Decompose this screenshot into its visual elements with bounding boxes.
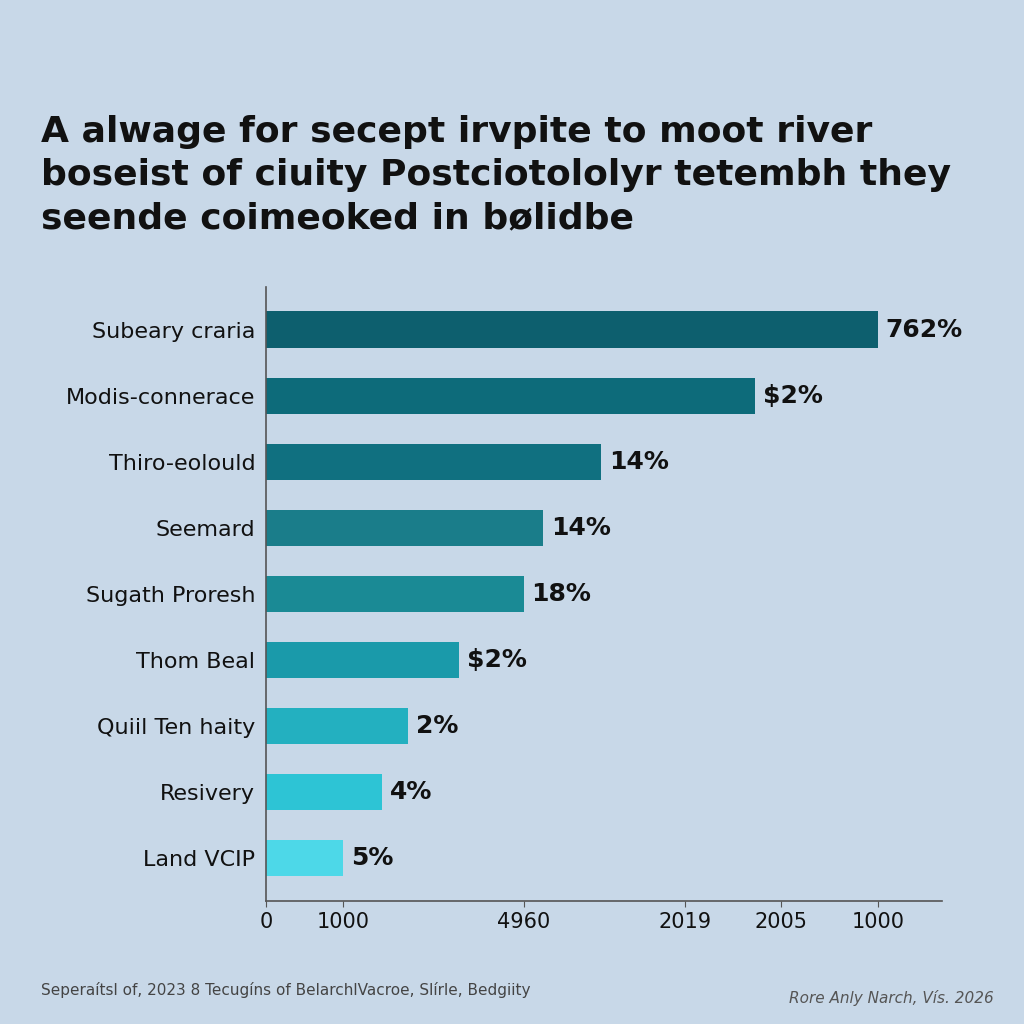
Bar: [266, 708, 408, 744]
Bar: [266, 840, 343, 877]
Text: 762%: 762%: [886, 317, 963, 342]
Bar: [266, 774, 382, 810]
Bar: [266, 311, 878, 348]
Bar: [266, 575, 523, 612]
Text: 14%: 14%: [551, 516, 610, 540]
Text: 18%: 18%: [531, 582, 591, 606]
Text: Seperaítsl of, 2023 8 Tecugíns of BelarchlVacroe, Slírle, Bedgiity: Seperaítsl of, 2023 8 Tecugíns of Belarc…: [41, 982, 530, 998]
Text: $2%: $2%: [763, 384, 823, 408]
Bar: [266, 510, 543, 546]
Bar: [266, 443, 601, 480]
Text: 2%: 2%: [416, 714, 458, 738]
Text: 4%: 4%: [390, 780, 432, 804]
Text: Rore Anly Narch, Vís. 2026: Rore Anly Narch, Vís. 2026: [788, 989, 993, 1006]
Text: $2%: $2%: [467, 648, 527, 672]
Text: A alwage for secept irvpite to moot river
boseist of ciuity Postciotololyr tetem: A alwage for secept irvpite to moot rive…: [41, 115, 951, 236]
Bar: [266, 642, 460, 678]
Text: 14%: 14%: [608, 450, 669, 474]
Text: 5%: 5%: [351, 846, 393, 870]
Bar: [266, 378, 756, 414]
